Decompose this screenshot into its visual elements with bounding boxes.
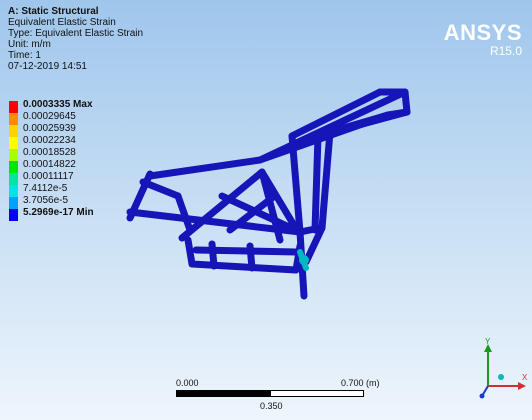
ansys-version: R15.0: [489, 44, 522, 58]
frame-member: [314, 108, 411, 140]
triad-origin-ball: [498, 374, 504, 380]
analysis-title: A: Static Structural: [8, 6, 99, 17]
legend-swatch: [9, 173, 18, 185]
legend-label: 0.00018528: [23, 147, 76, 158]
ansys-logo: ANSYS: [443, 20, 522, 45]
ansys-brand: ANSYS R15.0: [443, 20, 522, 59]
z-axis-dot: [479, 393, 485, 399]
frame-member: [376, 88, 411, 116]
legend-label: 0.00014822: [23, 159, 76, 170]
legend-swatch: [9, 125, 18, 137]
frame-member: [318, 128, 334, 232]
legend-max-label: 0.0003335 Max: [23, 99, 93, 110]
frame-member: [208, 240, 218, 270]
frame-member: [288, 132, 304, 236]
legend-swatch: [9, 113, 18, 125]
y-axis-arrow: [484, 344, 492, 352]
legend-swatch: [9, 161, 18, 173]
scale-start-label: 0.000: [176, 378, 199, 388]
scale-mid-label: 0.350: [260, 401, 283, 411]
legend-label: 3.7056e-5: [23, 195, 69, 206]
frame-member: [218, 192, 304, 236]
result-date: 07-12-2019 14:51: [8, 61, 87, 72]
result-unit: Unit: m/m: [8, 39, 51, 50]
legend-swatch: [9, 197, 18, 209]
legend-label: 7.4112e-5: [23, 183, 68, 194]
result-time: Time: 1: [8, 50, 41, 61]
legend-min-label: 5.2969e-17 Min: [23, 207, 94, 218]
legend-label: 0.00011117: [23, 171, 74, 182]
frame-member: [146, 88, 409, 180]
y-axis-label: Y: [485, 338, 491, 346]
frame-member: [288, 88, 384, 140]
frame-member: [226, 194, 276, 234]
frame-member: [258, 168, 284, 244]
x-axis-label: X: [522, 373, 528, 382]
result-name: Equivalent Elastic Strain: [8, 17, 116, 28]
legend-swatch: [9, 209, 18, 221]
frame-member: [174, 192, 194, 234]
legend-swatch: [9, 137, 18, 149]
legend-swatch: [9, 101, 18, 113]
frame-member: [184, 236, 304, 274]
axis-triad[interactable]: Y X: [470, 338, 528, 404]
frame-member: [139, 178, 182, 200]
legend-swatch: [9, 185, 18, 197]
frame-member: [311, 132, 322, 234]
result-type: Type: Equivalent Elastic Strain: [8, 28, 144, 39]
scale-bar-fill: [177, 391, 271, 396]
legend-label: 0.00025939: [23, 123, 76, 134]
scale-bar: [176, 390, 364, 397]
scale-end-label: 0.700 (m): [341, 378, 380, 388]
frame-member: [302, 224, 326, 266]
legend-label: 0.00029645: [23, 111, 76, 122]
x-axis-arrow: [518, 382, 526, 390]
hotspot-member: [297, 249, 309, 271]
frame-member: [246, 242, 256, 272]
legend-swatch: [9, 149, 18, 161]
result-info: A: Static Structural Equivalent Elastic …: [8, 6, 143, 72]
legend-label: 0.00022234: [23, 135, 76, 146]
